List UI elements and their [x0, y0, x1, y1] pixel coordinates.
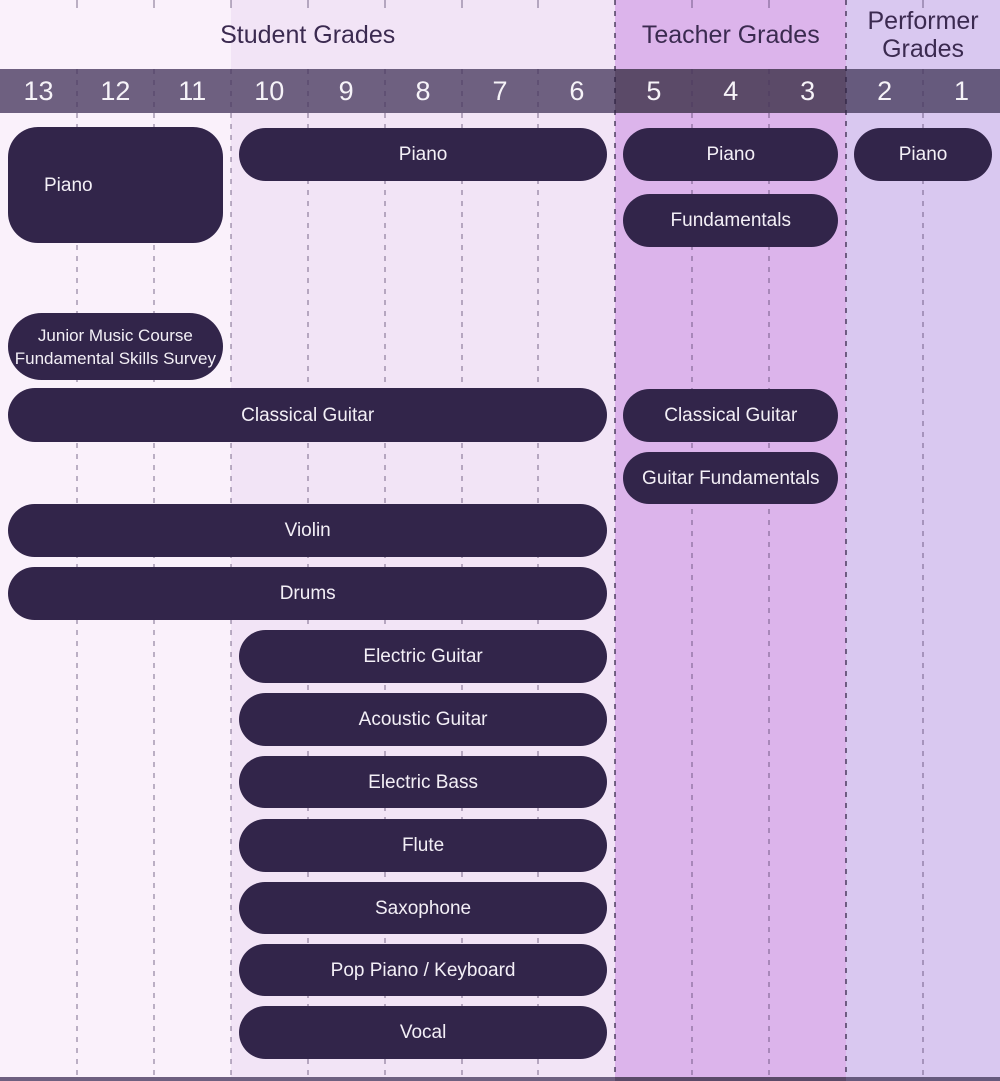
grade-label-4: 4 [723, 76, 739, 106]
column-divider-11 [845, 0, 848, 1081]
pill-fundamentals-grades-5-3: Fundamentals [623, 194, 839, 247]
grade-label-7: 7 [492, 76, 508, 106]
section-header-label: Student Grades [220, 20, 396, 49]
column-tick-3 [229, 0, 232, 8]
pill-junior-music-course-fundamental-skills-survey-grades-13-11: Junior Music Course Fundamental Skills Su… [8, 313, 223, 380]
column-tick-12 [922, 0, 925, 8]
pill-label: Piano [706, 144, 756, 165]
pill-piano-grades-2-1: Piano [854, 128, 992, 181]
pill-pop-piano-keyboard-grades-10-6: Pop Piano / Keyboard [238, 944, 608, 996]
column-divider-9 [691, 69, 694, 1081]
grade-label-11: 11 [178, 76, 207, 106]
pill-vocal-grades-10-6: Vocal [238, 1006, 608, 1059]
column-tick-10 [768, 0, 771, 8]
column-divider-12 [922, 69, 925, 1081]
pill-label: Classical Guitar [664, 405, 798, 426]
pill-label: Flute [401, 835, 445, 856]
pill-electric-guitar-grades-10-6: Electric Guitar [238, 630, 608, 683]
pill-flute-grades-10-6: Flute [238, 819, 608, 872]
pill-piano-grades-5-3: Piano [623, 128, 839, 181]
pill-classical-guitar-grades-5-3: Classical Guitar [623, 389, 839, 442]
bottom-band-student [0, 1077, 616, 1081]
section-header-label: Teacher Grades [641, 20, 820, 49]
pill-label: Junior Music Course [37, 325, 193, 345]
column-tick-7 [537, 0, 540, 8]
grade-band-teacher [615, 69, 847, 113]
grade-label-10: 10 [254, 76, 285, 106]
pill-guitar-fundamentals-grades-5-3: Guitar Fundamentals [623, 452, 839, 504]
pill-label: Saxophone [374, 897, 472, 919]
section-header-label: Performer Grades [867, 6, 979, 63]
column-tick-6 [460, 0, 463, 8]
pill-classical-guitar-grades-13-6: Classical Guitar [8, 388, 608, 442]
pill-label: Piano [44, 174, 93, 196]
column-tick-2 [152, 0, 155, 8]
column-divider-8 [614, 0, 617, 1081]
grade-label-5: 5 [646, 76, 662, 106]
pill-label: Classical Guitar [241, 404, 375, 426]
grade-label-3: 3 [800, 76, 816, 106]
grade-label-6: 6 [569, 76, 585, 106]
pill-drums-grades-13-6: Drums [8, 567, 608, 620]
column-tick-4 [306, 0, 309, 8]
grade-label-2: 2 [877, 76, 893, 106]
pill-label: Piano [398, 144, 448, 165]
pill-label: Vocal [399, 1022, 447, 1043]
bottom-band-teacher [615, 1077, 847, 1081]
pill-label: Electric Guitar [363, 646, 483, 667]
pill-piano-grades-13-11: Piano [8, 127, 223, 243]
pill-label: Violin [284, 520, 331, 541]
column-tick-9 [691, 0, 694, 8]
pill-acoustic-guitar-grades-10-6: Acoustic Guitar [238, 693, 608, 746]
pill-label: Guitar Fundamentals [642, 467, 820, 489]
bottom-band-performer [846, 1077, 1000, 1081]
grade-label-13: 13 [23, 76, 54, 106]
pill-label: Pop Piano / Keyboard [330, 959, 516, 981]
section-header-performer: Performer Grades [846, 0, 1000, 69]
section-header-teacher: Teacher Grades [615, 0, 846, 69]
pill-piano-grades-10-6: Piano [238, 128, 608, 181]
pill-label: Acoustic Guitar [358, 709, 488, 730]
pill-label: Fundamental Skills Survey [14, 348, 217, 368]
column-divider-10 [768, 69, 771, 1081]
section-header-student: Student Grades [0, 0, 615, 69]
pill-saxophone-grades-10-6: Saxophone [238, 882, 608, 934]
grade-label-12: 12 [100, 76, 131, 106]
pill-label: Electric Bass [368, 771, 478, 793]
grade-label-1: 1 [954, 76, 970, 106]
column-tick-1 [75, 0, 78, 8]
column-tick-5 [383, 0, 386, 8]
grade-label-8: 8 [415, 76, 431, 106]
grade-label-9: 9 [338, 76, 354, 106]
pill-violin-grades-13-6: Violin [8, 504, 608, 557]
pill-label: Drums [279, 583, 336, 604]
grade-band-student [0, 69, 616, 113]
pill-electric-bass-grades-10-6: Electric Bass [238, 756, 608, 808]
pill-label: Piano [898, 144, 948, 165]
grade-band-performer [846, 69, 1000, 113]
pill-label: Fundamentals [670, 210, 791, 231]
